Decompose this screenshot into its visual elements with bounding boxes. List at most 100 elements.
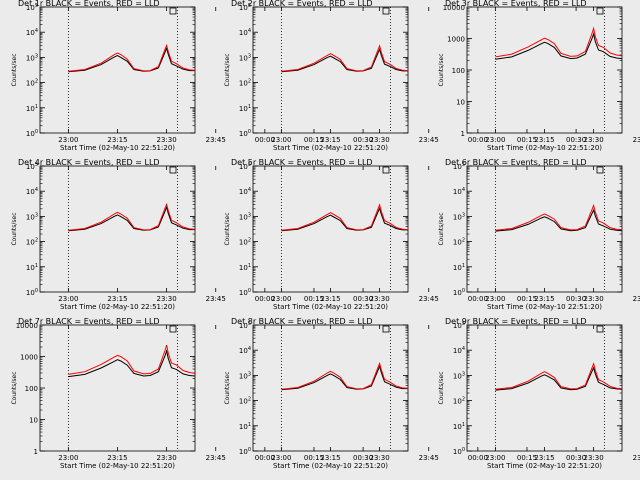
y-tick-label: 1: [34, 448, 38, 456]
x-tick-label: 23:30: [370, 454, 390, 462]
y-tick-label: 103: [239, 371, 251, 380]
plot-frame: [252, 324, 409, 452]
x-tick-label: 23:00: [58, 454, 78, 462]
x-tick-label: 00:30: [353, 136, 373, 144]
chart-title: Det 3r BLACK = Events, RED = LLD: [445, 0, 587, 8]
series-lld-line: [281, 361, 409, 390]
y-tick-label: 10000: [16, 322, 38, 330]
y-tick-label: 101: [239, 104, 251, 113]
y-tick-label: 105: [239, 3, 251, 12]
plot-frame: [466, 6, 623, 134]
marker-box: [169, 7, 177, 15]
plot-frame: [39, 324, 196, 452]
x-tick-label: 23:45: [633, 454, 640, 462]
y-tick-label: 105: [239, 162, 251, 171]
y-tick-label: 103: [453, 212, 465, 221]
marker-box: [382, 166, 390, 174]
y-tick-label: 102: [453, 397, 465, 406]
y-tick-label: 100: [453, 447, 465, 456]
y-tick-label: 100: [239, 288, 251, 297]
series-lld-line: [495, 26, 623, 58]
x-axis-label: Start Time (02-May-10 22:51:20): [487, 144, 602, 152]
y-tick-label: 105: [453, 321, 465, 330]
x-axis-label: Start Time (02-May-10 22:51:20): [273, 303, 388, 311]
x-axis-label: Start Time (02-May-10 22:51:20): [60, 462, 175, 470]
x-tick-label: 00:00: [255, 295, 275, 303]
y-tick-label: 101: [239, 422, 251, 431]
y-tick-label: 100: [26, 288, 38, 297]
x-tick-label: 00:30: [566, 136, 586, 144]
marker-box: [382, 7, 390, 15]
chart-panel-1: Det 1r BLACK = Events, RED = LLD 23:00 23:…: [11, 0, 373, 152]
y-axis-label: Counts/sec: [11, 212, 18, 245]
x-tick-label: 00:00: [255, 454, 275, 462]
y-tick-label: 101: [26, 104, 38, 113]
x-tick-label: 23:30: [157, 136, 177, 144]
series-lld-line: [68, 43, 196, 72]
chart-title: Det 6r BLACK = Events, RED = LLD: [445, 158, 587, 167]
y-tick-label: 101: [239, 263, 251, 272]
x-tick-label: 23:30: [370, 295, 390, 303]
chart-panel-3: Det 3r BLACK = Events, RED = LLD 23:00 23:…: [438, 0, 640, 152]
x-tick-label: 00:30: [353, 295, 373, 303]
y-tick-label: 10: [456, 99, 465, 107]
chart-title: Det 1r BLACK = Events, RED = LLD: [18, 0, 160, 8]
chart-title: Det 4r BLACK = Events, RED = LLD: [18, 158, 160, 167]
x-tick-label: 23:15: [107, 136, 127, 144]
y-tick-label: 10000: [443, 4, 465, 12]
x-tick-label: 00:30: [353, 454, 373, 462]
y-tick-label: 104: [26, 28, 38, 37]
x-tick-label: 23:30: [157, 454, 177, 462]
series-lld-line: [68, 344, 196, 375]
x-tick-label: 23:15: [320, 295, 340, 303]
chart-title: Det 7r BLACK = Events, RED = LLD: [18, 317, 160, 326]
y-tick-label: 10: [29, 417, 38, 425]
x-tick-label: 23:45: [419, 454, 439, 462]
y-tick-label: 100: [26, 129, 38, 138]
plot-frame: [39, 165, 196, 293]
marker-box: [596, 325, 604, 333]
plot-frame: [252, 165, 409, 293]
y-tick-label: 102: [239, 79, 251, 88]
x-tick-label: 00:15: [517, 136, 537, 144]
x-tick-label: 23:15: [107, 454, 127, 462]
y-axis-label: Counts/sec: [224, 212, 231, 245]
x-tick-label: 23:45: [633, 136, 640, 144]
x-axis-label: Start Time (02-May-10 22:51:20): [487, 462, 602, 470]
y-tick-label: 102: [26, 79, 38, 88]
x-tick-label: 00:30: [566, 454, 586, 462]
x-tick-label: 00:00: [255, 136, 275, 144]
y-axis-label: Counts/sec: [438, 53, 445, 86]
x-tick-label: 23:15: [320, 136, 340, 144]
chart-panel-9: Det 9r BLACK = Events, RED = LLD 23:00 23:…: [438, 317, 640, 470]
y-tick-label: 102: [239, 397, 251, 406]
x-tick-label: 23:15: [320, 454, 340, 462]
y-tick-label: 104: [239, 346, 251, 355]
chart-panel-4: Det 4r BLACK = Events, RED = LLD 23:00 23:…: [11, 158, 373, 311]
chart-panel-2: Det 2r BLACK = Events, RED = LLD 23:00 23:…: [224, 0, 586, 152]
series-lld-line: [68, 202, 196, 231]
x-tick-label: 23:15: [534, 136, 554, 144]
x-tick-label: 00:15: [304, 136, 324, 144]
y-tick-label: 103: [239, 212, 251, 221]
series-lld-line: [495, 203, 623, 231]
x-tick-label: 23:15: [534, 295, 554, 303]
x-tick-label: 00:00: [468, 136, 488, 144]
x-tick-label: 23:00: [271, 295, 291, 303]
series-events-line: [495, 208, 623, 232]
x-tick-label: 23:30: [584, 295, 604, 303]
marker-box: [596, 7, 604, 15]
y-tick-label: 102: [26, 238, 38, 247]
x-tick-label: 23:30: [157, 295, 177, 303]
series-lld-line: [281, 203, 409, 231]
y-tick-label: 1: [461, 130, 465, 138]
x-axis-label: Start Time (02-May-10 22:51:20): [273, 462, 388, 470]
y-axis-label: Counts/sec: [224, 371, 231, 404]
y-tick-label: 105: [26, 3, 38, 12]
y-tick-label: 100: [25, 385, 38, 393]
y-tick-label: 100: [239, 447, 251, 456]
x-tick-label: 23:45: [206, 295, 226, 303]
y-tick-label: 100: [239, 129, 251, 138]
y-axis-label: Counts/sec: [224, 53, 231, 86]
